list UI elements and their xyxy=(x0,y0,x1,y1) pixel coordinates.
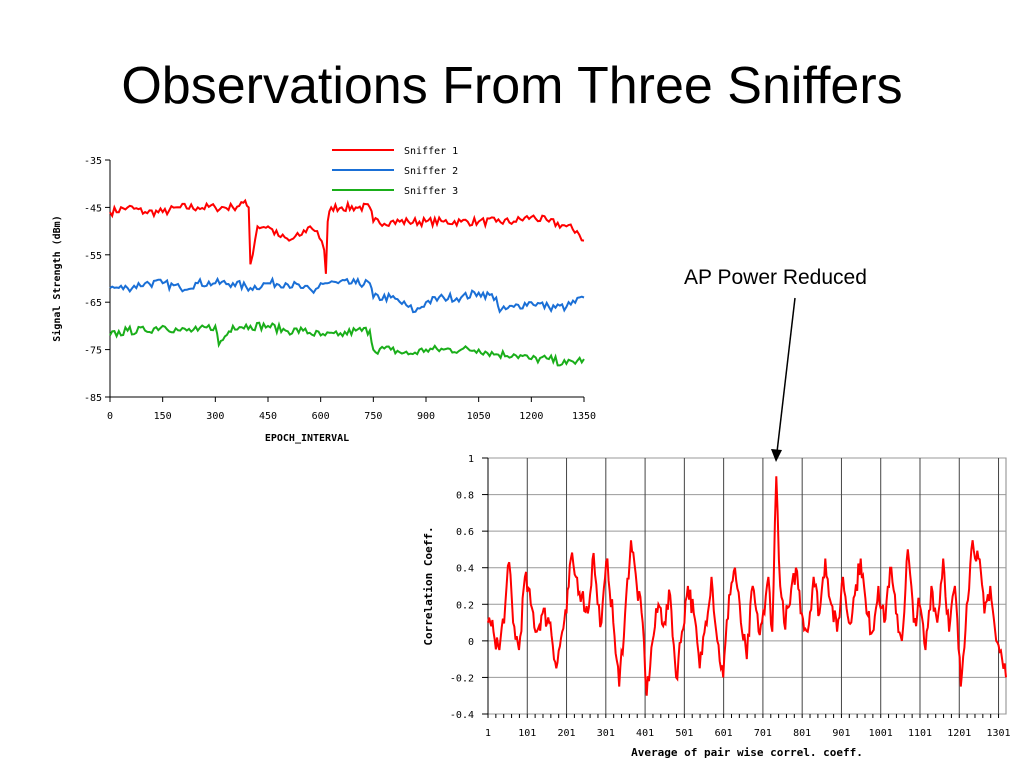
y-tick-label: 0.4 xyxy=(456,564,474,575)
x-tick-label: 600 xyxy=(312,411,330,422)
y-tick-label: -85 xyxy=(84,393,102,404)
annotation-label: AP Power Reduced xyxy=(684,266,867,289)
x-tick-label: 501 xyxy=(675,728,693,739)
series-line-3 xyxy=(109,321,585,367)
x-tick-label: 1101 xyxy=(908,728,932,739)
y-tick-label: 1 xyxy=(468,454,474,465)
x-tick-label: 301 xyxy=(597,728,615,739)
legend-label-2: Sniffer 2 xyxy=(404,166,458,177)
series-line-1 xyxy=(109,198,585,274)
slide-title: Observations From Three Sniffers xyxy=(121,57,903,115)
signal-strength-chart: -35 -45 -55 -65 -75 -85 0 150 300 450 600 750 900 105… xyxy=(51,146,596,444)
x-tick-label: 201 xyxy=(558,728,576,739)
correlation-line xyxy=(487,476,1007,696)
y-tick-label: -75 xyxy=(84,346,102,357)
x-tick-label: 1200 xyxy=(519,411,543,422)
x-tick-label: 601 xyxy=(715,728,733,739)
x-tick-label: 401 xyxy=(636,728,654,739)
legend-label-1: Sniffer 1 xyxy=(404,146,458,157)
x-tick-label: 150 xyxy=(154,411,172,422)
y-tick-label: 0.8 xyxy=(456,491,474,502)
x-tick-label: 701 xyxy=(754,728,772,739)
y-tick-label: -35 xyxy=(84,156,102,167)
y-tick-label: 0 xyxy=(468,637,474,648)
y-tick-label: -55 xyxy=(84,251,102,262)
y-tick-label: -45 xyxy=(84,203,102,214)
x-tick-label: 0 xyxy=(107,411,113,422)
x-tick-label: 1001 xyxy=(869,728,893,739)
y-axis-label: Signal Strength (dBm) xyxy=(51,215,63,341)
x-tick-label: 1 xyxy=(485,728,491,739)
arrow-shaft xyxy=(776,297,796,453)
plot-frame xyxy=(487,457,1007,715)
series-line-2 xyxy=(109,276,585,314)
y-tick-label: -65 xyxy=(84,298,102,309)
x-tick-label: 101 xyxy=(518,728,536,739)
x-tick-label: 1301 xyxy=(986,728,1010,739)
y-tick-label: 0.2 xyxy=(456,600,474,611)
x-tick-label: 801 xyxy=(793,728,811,739)
x-tick-label: 1050 xyxy=(467,411,491,422)
x-tick-label: 1201 xyxy=(947,728,971,739)
x-axis-label: Average of pair wise correl. coeff. xyxy=(631,746,863,759)
y-tick-label: 0.6 xyxy=(456,527,474,538)
x-axis-label: EPOCH_INTERVAL xyxy=(265,433,349,444)
x-tick-label: 900 xyxy=(417,411,435,422)
correlation-chart: 10.80.60.40.20-0.2-0.41 101 201 301 401 501 60… xyxy=(422,454,1011,759)
x-tick-label: 1350 xyxy=(572,411,596,422)
y-tick-label: -0.4 xyxy=(450,710,474,721)
x-tick-label: 750 xyxy=(364,411,382,422)
legend-label-3: Sniffer 3 xyxy=(404,186,458,197)
y-axis-label: Correlation Coeff. xyxy=(422,526,435,645)
x-tick-label: 901 xyxy=(832,728,850,739)
x-tick-label: 300 xyxy=(206,411,224,422)
x-tick-label: 450 xyxy=(259,411,277,422)
y-tick-label: -0.2 xyxy=(450,673,474,684)
